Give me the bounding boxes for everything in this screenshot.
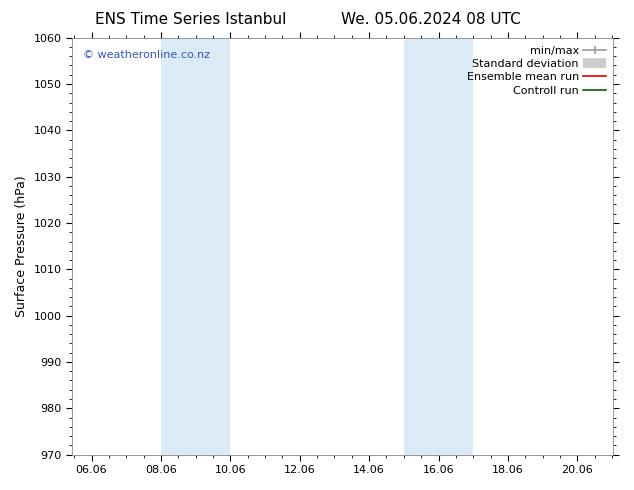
Bar bbox=[404, 38, 473, 455]
Text: We. 05.06.2024 08 UTC: We. 05.06.2024 08 UTC bbox=[341, 12, 521, 27]
Bar bbox=[161, 38, 230, 455]
Y-axis label: Surface Pressure (hPa): Surface Pressure (hPa) bbox=[15, 175, 28, 317]
Text: ENS Time Series Istanbul: ENS Time Series Istanbul bbox=[94, 12, 286, 27]
Text: © weatheronline.co.nz: © weatheronline.co.nz bbox=[83, 50, 210, 60]
Legend: min/max, Standard deviation, Ensemble mean run, Controll run: min/max, Standard deviation, Ensemble me… bbox=[462, 41, 610, 100]
